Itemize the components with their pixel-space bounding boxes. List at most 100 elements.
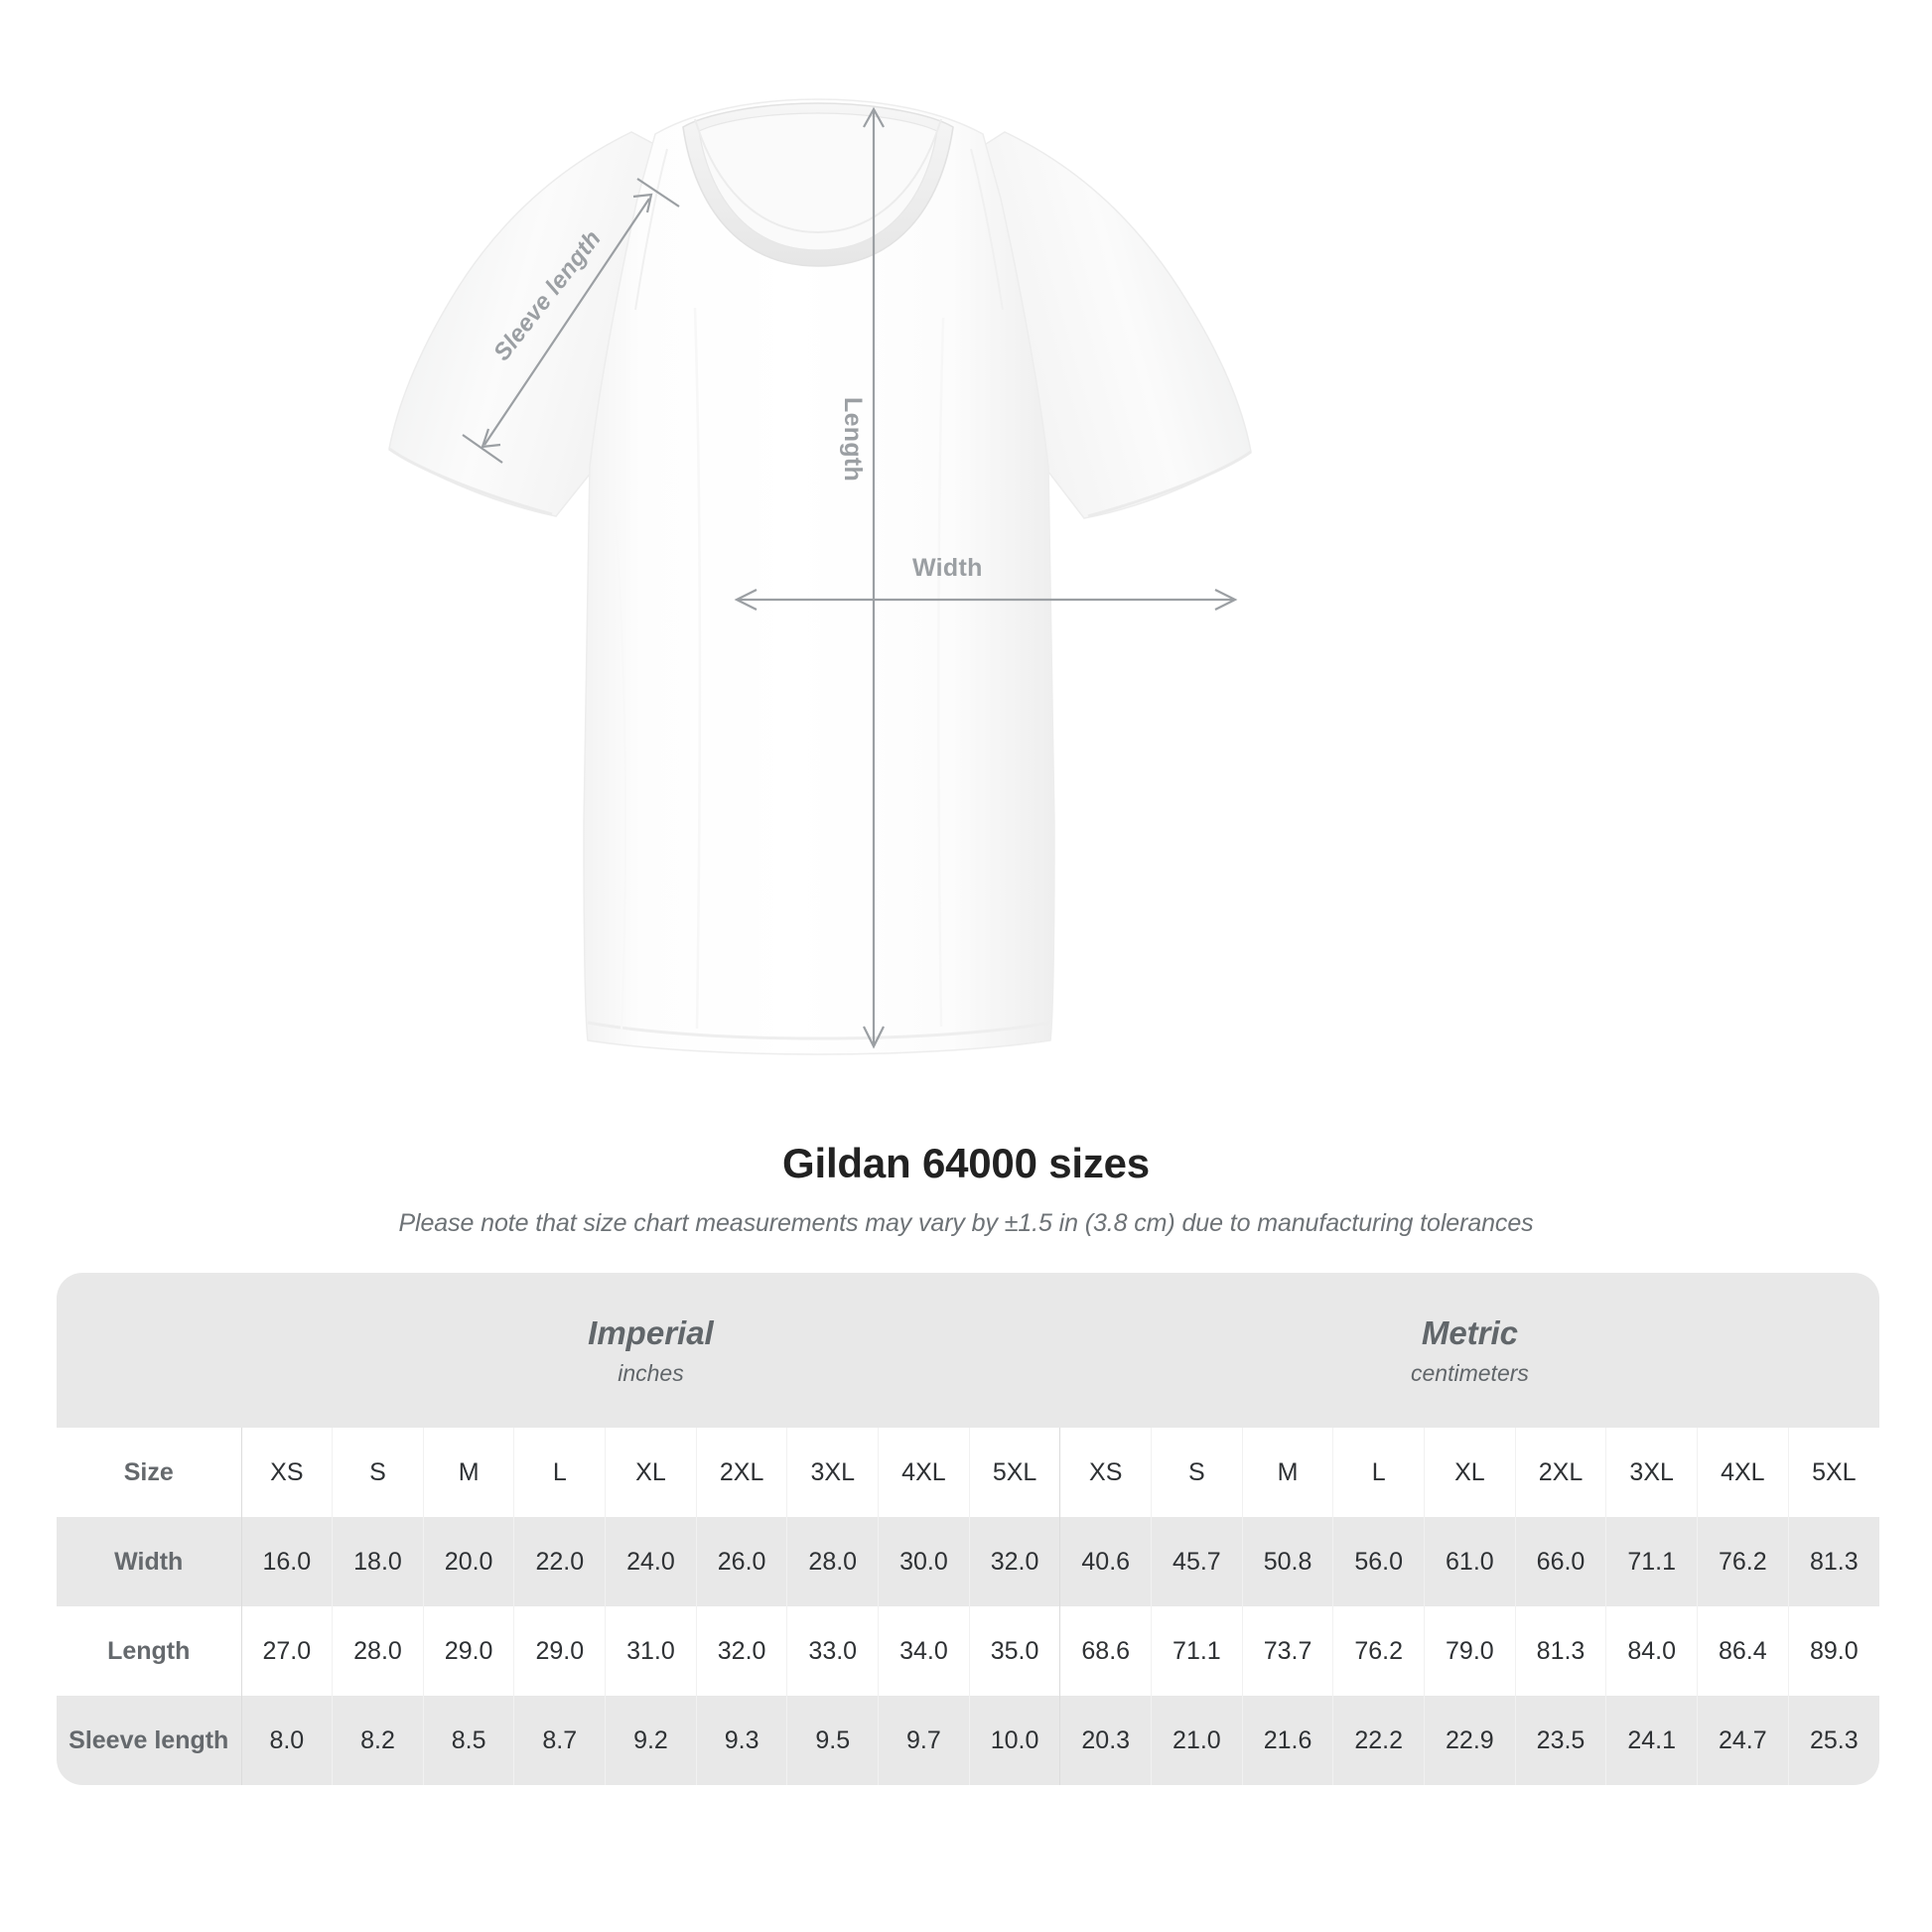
table-row-sizes: Size XS S M L XL 2XL 3XL 4XL 5XL XS S M …	[57, 1428, 1879, 1517]
fabric-fold-3	[615, 515, 626, 1032]
table-row-length: Length 27.0 28.0 29.0 29.0 31.0 32.0 33.…	[57, 1606, 1879, 1696]
sleeve-imperial-xl: 9.2	[605, 1696, 697, 1785]
size-cell-imperial-4xl: 4XL	[878, 1428, 970, 1517]
size-chart-table: Imperial inches Metric centimeters Size …	[57, 1273, 1879, 1785]
size-cell-imperial-l: L	[513, 1428, 606, 1517]
length-metric-3xl: 84.0	[1605, 1606, 1698, 1696]
group-header-metric: Metric centimeters	[1059, 1273, 1879, 1428]
size-cell-metric-l: L	[1332, 1428, 1425, 1517]
length-metric-xl: 79.0	[1424, 1606, 1516, 1696]
length-imperial-5xl: 35.0	[968, 1606, 1060, 1696]
fabric-fold-2	[936, 317, 945, 1028]
sleeve-metric-s: 21.0	[1151, 1696, 1243, 1785]
sleeve-imperial-3xl: 9.5	[786, 1696, 879, 1785]
width-metric-xl: 61.0	[1424, 1517, 1516, 1606]
row-label-size: Size	[57, 1428, 241, 1517]
right-shoulder-seam	[970, 148, 1004, 311]
size-cell-imperial-xs: XS	[240, 1428, 333, 1517]
sleeve-arrow-top	[632, 193, 653, 213]
size-cell-imperial-2xl: 2XL	[695, 1428, 787, 1517]
table-row-width: Width 16.0 18.0 20.0 22.0 24.0 26.0 28.0…	[57, 1517, 1879, 1606]
width-imperial-5xl: 32.0	[968, 1517, 1060, 1606]
sleeve-metric-2xl: 23.5	[1514, 1696, 1606, 1785]
length-dimension-label: Length	[839, 397, 867, 483]
sleeve-imperial-m: 8.5	[422, 1696, 514, 1785]
length-imperial-xl: 31.0	[605, 1606, 697, 1696]
width-imperial-2xl: 26.0	[695, 1517, 787, 1606]
width-metric-l: 56.0	[1332, 1517, 1425, 1606]
sleeve-metric-4xl: 24.7	[1697, 1696, 1789, 1785]
group-header-spacer	[57, 1273, 241, 1428]
sleeve-imperial-s: 8.2	[332, 1696, 424, 1785]
sleeve-metric-xs: 20.3	[1059, 1696, 1152, 1785]
width-metric-5xl: 81.3	[1787, 1517, 1879, 1606]
row-label-length: Length	[57, 1606, 241, 1696]
shirt-body	[583, 98, 1055, 1055]
size-cell-metric-xs: XS	[1059, 1428, 1152, 1517]
width-metric-2xl: 66.0	[1514, 1517, 1606, 1606]
sleeve-arrow-bottom	[481, 428, 501, 449]
width-imperial-3xl: 28.0	[786, 1517, 879, 1606]
width-metric-3xl: 71.1	[1605, 1517, 1698, 1606]
group-name-metric: Metric	[1421, 1313, 1519, 1351]
collar-opening	[698, 112, 938, 251]
width-metric-xs: 40.6	[1059, 1517, 1152, 1606]
size-chart-table-container: Imperial inches Metric centimeters Size …	[57, 1273, 1879, 1785]
sleeve-imperial-xs: 8.0	[240, 1696, 333, 1785]
group-name-imperial: Imperial	[588, 1313, 714, 1351]
tshirt-svg	[388, 98, 1252, 1055]
page-title: Gildan 64000 sizes	[782, 1140, 1150, 1186]
sleeve-measure-line	[483, 198, 650, 446]
size-cell-metric-2xl: 2XL	[1514, 1428, 1606, 1517]
sleeve-imperial-4xl: 9.7	[878, 1696, 970, 1785]
size-cell-imperial-3xl: 3XL	[786, 1428, 879, 1517]
length-arrow-top	[863, 106, 885, 128]
size-cell-metric-m: M	[1241, 1428, 1333, 1517]
sleeve-metric-l: 22.2	[1332, 1696, 1425, 1785]
measurement-guides	[462, 106, 1238, 1049]
length-metric-xs: 68.6	[1059, 1606, 1152, 1696]
width-imperial-m: 20.0	[422, 1517, 514, 1606]
unit-group-header-row: Imperial inches Metric centimeters	[57, 1273, 1879, 1428]
group-unit-metric: centimeters	[1411, 1359, 1529, 1386]
width-imperial-s: 18.0	[332, 1517, 424, 1606]
sleeve-metric-5xl: 25.3	[1787, 1696, 1879, 1785]
chart-heading: Gildan 64000 sizes Please note that size…	[0, 1140, 1932, 1238]
size-cell-imperial-5xl: 5XL	[968, 1428, 1060, 1517]
size-cell-metric-3xl: 3XL	[1605, 1428, 1698, 1517]
neck-tape	[694, 118, 942, 234]
width-metric-4xl: 76.2	[1697, 1517, 1789, 1606]
size-cell-metric-s: S	[1151, 1428, 1243, 1517]
sleeve-imperial-l: 8.7	[513, 1696, 606, 1785]
sleeve-metric-m: 21.6	[1241, 1696, 1333, 1785]
left-shoulder-seam	[634, 148, 668, 311]
tshirt-garment	[388, 98, 1252, 1055]
sleeve-tick-top	[636, 178, 680, 207]
size-cell-imperial-s: S	[332, 1428, 424, 1517]
width-imperial-xl: 24.0	[605, 1517, 697, 1606]
length-metric-l: 76.2	[1332, 1606, 1425, 1696]
bottom-hem	[587, 1021, 1051, 1040]
right-sleeve-hem	[1087, 450, 1252, 518]
tshirt-illustration: Width Length Sleeve length	[388, 98, 1252, 1055]
width-metric-s: 45.7	[1151, 1517, 1243, 1606]
length-metric-4xl: 86.4	[1697, 1606, 1789, 1696]
size-cell-metric-5xl: 5XL	[1787, 1428, 1879, 1517]
length-imperial-s: 28.0	[332, 1606, 424, 1696]
table-row-sleeve-length: Sleeve length 8.0 8.2 8.5 8.7 9.2 9.3 9.…	[57, 1696, 1879, 1785]
length-imperial-l: 29.0	[513, 1606, 606, 1696]
width-metric-m: 50.8	[1241, 1517, 1333, 1606]
size-cell-imperial-xl: XL	[605, 1428, 697, 1517]
length-imperial-m: 29.0	[422, 1606, 514, 1696]
width-arrow-right	[1214, 589, 1238, 611]
length-metric-m: 73.7	[1241, 1606, 1333, 1696]
sleeve-imperial-2xl: 9.3	[695, 1696, 787, 1785]
fabric-fold-1	[693, 307, 702, 1030]
size-cell-metric-4xl: 4XL	[1697, 1428, 1789, 1517]
width-dimension-label: Width	[912, 554, 983, 582]
width-imperial-4xl: 30.0	[878, 1517, 970, 1606]
length-metric-s: 71.1	[1151, 1606, 1243, 1696]
group-header-imperial: Imperial inches	[241, 1273, 1060, 1428]
width-imperial-l: 22.0	[513, 1517, 606, 1606]
width-arrow-left	[734, 589, 758, 611]
